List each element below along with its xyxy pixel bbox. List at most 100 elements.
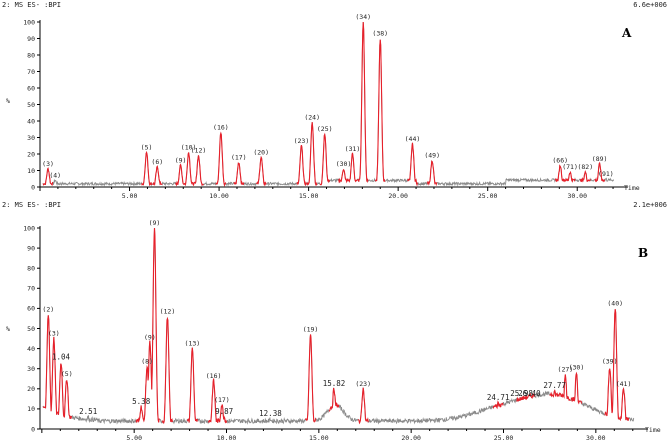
x-tick-label: 25.00: [478, 192, 498, 200]
y-tick-label: 60: [27, 84, 35, 92]
peak-label: 15.82: [323, 379, 346, 388]
y-tick-label: 60: [27, 305, 35, 313]
peak-label: (3): [42, 160, 54, 168]
peak-segment: [207, 378, 228, 424]
peak-segment: [135, 227, 160, 424]
x-tick-label: 20.00: [401, 434, 421, 442]
peak-label: (23): [355, 380, 371, 388]
panel-b-baseline-trace: [42, 227, 635, 425]
x-tick-label: 15.00: [309, 434, 329, 442]
peak-label: 1.04: [52, 353, 71, 362]
peak-label: (39): [602, 358, 618, 366]
panel-a-x-axis-label: Time: [624, 184, 640, 192]
peak-label: 9.87: [215, 407, 233, 416]
peak-segment: [338, 152, 358, 184]
peak-label: (8): [141, 358, 153, 366]
y-tick-label: 50: [27, 325, 35, 333]
peak-segment: [374, 39, 386, 183]
peak-label: (19): [303, 326, 319, 334]
peak-segment: [426, 160, 438, 187]
panel-a-y-ticks: 0 10 20 30 40 50 60 70 80 90 100: [23, 18, 40, 191]
peak-label: (5): [61, 370, 73, 378]
panel-b-peak-labels: (2) (3) 1.04 (5) 2.51 5.38 (8) (9) (9) (12) (13) (1…: [42, 219, 631, 418]
peak-segment: [42, 315, 73, 419]
peak-segment: [42, 167, 54, 186]
y-tick-label: 90: [27, 244, 35, 252]
peak-label: 24.71: [487, 393, 510, 402]
peak-label: (2): [42, 305, 54, 313]
x-tick-label: 20.00: [388, 192, 408, 200]
peak-segment: [357, 387, 369, 425]
peak-segment: [492, 400, 504, 410]
panel-b-y-ticks: 0 10 20 30 40 50 60 70 80 90 100: [23, 224, 40, 433]
peak-segment: [186, 347, 198, 423]
peak-label: (41): [616, 380, 632, 388]
peak-segment: [594, 161, 606, 183]
x-tick-label: 10.00: [217, 434, 237, 442]
peak-segment: [554, 164, 576, 183]
peak-label: (30): [336, 160, 352, 168]
x-tick-label: 25.00: [494, 434, 514, 442]
peak-segment: [604, 309, 630, 422]
y-tick-label: 100: [23, 224, 35, 232]
panel-a-header-left: 2: MS ES- :BPI: [2, 1, 61, 9]
panel-a-y-axis-label: %: [6, 97, 10, 105]
peak-label: (34): [355, 13, 371, 21]
panel-a-peak-trace: [42, 21, 606, 187]
peak-label: (10): [181, 143, 197, 151]
peak-segment: [579, 169, 591, 183]
y-tick-label: 70: [27, 285, 35, 293]
y-tick-label: 0: [31, 183, 35, 191]
peak-segment: [304, 334, 317, 423]
peak-segment: [328, 387, 340, 412]
peak-label: (44): [405, 135, 421, 143]
peak-label: (27): [558, 366, 574, 374]
y-tick-label: 30: [27, 365, 35, 373]
y-tick-label: 80: [27, 51, 35, 59]
peak-label: (31): [345, 145, 361, 153]
y-tick-label: 80: [27, 265, 35, 273]
peak-segment: [319, 132, 331, 186]
peak-label: (9): [144, 334, 156, 342]
peak-label: (38): [372, 30, 388, 38]
y-tick-label: 100: [23, 18, 35, 26]
baseline-line: [42, 21, 615, 187]
y-tick-label: 0: [31, 425, 35, 433]
x-tick-label: 30.00: [586, 434, 606, 442]
peak-label: (71): [562, 163, 578, 171]
panel-a-baseline-trace: [42, 21, 615, 187]
peak-label: 26.40: [518, 389, 541, 398]
chromatogram-panel-b: 2: MS ES- :BPI 2.1e+006 B % Time 0 10 20 30…: [2, 201, 667, 442]
x-tick-label: 5.00: [126, 434, 142, 442]
panel-b-letter: B: [638, 246, 648, 260]
chromatogram-panel-a: 2: MS ES- :BPI 6.6e+006 A % Time 0 10 20 30…: [2, 1, 667, 200]
panel-b-x-axis-label: Time: [645, 426, 661, 434]
y-tick-label: 40: [27, 345, 35, 353]
peak-segment: [407, 142, 418, 187]
x-tick-label: 10.00: [209, 192, 229, 200]
y-tick-label: 30: [27, 134, 35, 142]
peak-label: (25): [317, 125, 333, 133]
y-tick-label: 90: [27, 35, 35, 43]
peak-label: (23): [294, 137, 310, 145]
peak-label: 25.98: [510, 389, 533, 398]
peak-label: (9): [149, 219, 161, 227]
peak-segment: [161, 316, 174, 425]
panel-a-header-right: 6.6e+006: [633, 1, 667, 9]
peak-label: (89): [592, 155, 608, 163]
peak-label: (40): [607, 299, 623, 307]
peak-label: (6): [151, 158, 163, 166]
peak-label: (24): [304, 114, 320, 122]
peak-label: (17): [231, 153, 247, 161]
x-tick-label: 15.00: [299, 192, 319, 200]
peak-label: (12): [191, 147, 207, 155]
peak-label: (30): [569, 364, 585, 372]
peak-label: (20): [253, 148, 269, 156]
panel-a-x-ticks: 5.00 10.00 15.00 20.00 25.00 30.00: [39, 187, 614, 200]
peak-segment: [516, 392, 535, 402]
y-tick-label: 70: [27, 68, 35, 76]
peak-segment: [233, 162, 245, 185]
peak-segment: [255, 155, 267, 187]
peak-label: (16): [213, 124, 229, 132]
peak-label: (13): [185, 340, 201, 348]
